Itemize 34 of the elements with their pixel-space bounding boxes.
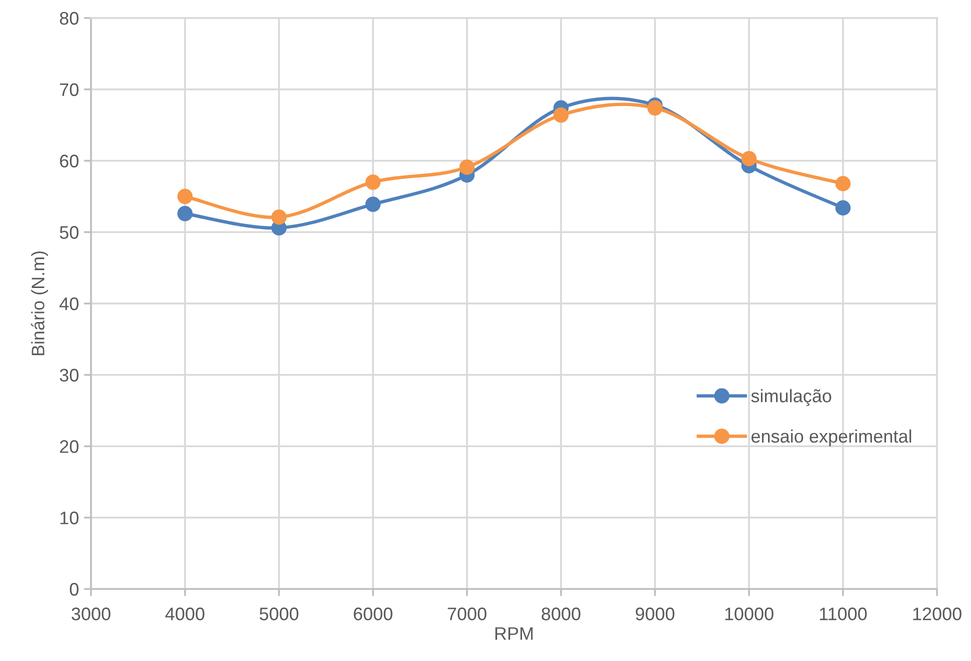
x-tick-label: 11000 — [820, 608, 867, 620]
y-tick-label: 50 — [60, 226, 78, 239]
legend-label: ensaio experimental — [751, 429, 912, 446]
y-tick-label: 80 — [60, 12, 78, 25]
x-tick-label: 8000 — [542, 608, 580, 620]
point — [835, 200, 851, 216]
y-tick-label: 70 — [60, 83, 78, 96]
x-tick-label: 4000 — [165, 608, 204, 620]
point — [177, 206, 193, 222]
x-tick-label: 6000 — [354, 608, 392, 620]
point — [741, 150, 757, 166]
y-tick-label: 10 — [60, 512, 78, 524]
x-tick-label: 12000 — [913, 608, 962, 620]
point — [553, 107, 569, 123]
point — [271, 209, 287, 225]
y-tick-label: 0 — [70, 582, 78, 596]
point — [365, 196, 381, 212]
y-tick-label: 20 — [60, 440, 78, 453]
x-tick-label: 3000 — [72, 608, 110, 620]
y-axis-title: Binário (N.m) — [30, 251, 48, 356]
legend-label: simulação — [751, 389, 832, 406]
point — [177, 188, 193, 204]
y-tick-label: 60 — [60, 154, 78, 168]
x-tick-label: 10000 — [725, 608, 774, 620]
x-tick-label: 7000 — [448, 608, 486, 620]
point — [365, 174, 381, 190]
y-tick-label: 40 — [60, 297, 78, 310]
point — [647, 100, 663, 116]
x-axis-title: RPM — [495, 627, 533, 640]
x-tick-label: 9000 — [636, 608, 674, 620]
point — [835, 176, 851, 192]
point — [459, 160, 475, 175]
y-tick-label: 30 — [60, 368, 78, 382]
x-tick-label: 5000 — [260, 608, 298, 620]
